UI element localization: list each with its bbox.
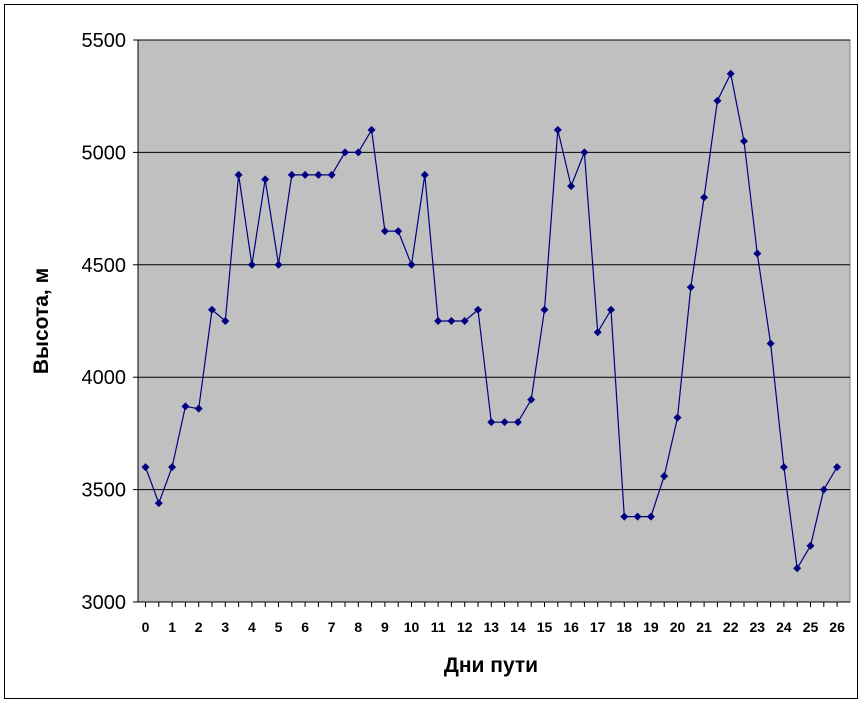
y-tick-label: 5000 [82, 142, 127, 164]
data-point-marker [673, 413, 682, 422]
data-point-marker [793, 564, 802, 573]
data-point-marker [247, 260, 256, 269]
axes [133, 39, 850, 607]
data-point-marker [434, 317, 443, 325]
data-point-marker [420, 170, 429, 179]
data-point-marker [141, 463, 150, 472]
data-point-marker [314, 170, 323, 179]
x-tick-label: 19 [643, 619, 659, 635]
data-point-marker [819, 485, 828, 494]
x-tick-label: 15 [537, 619, 553, 635]
data-point-marker [194, 404, 203, 413]
data-point-marker [407, 260, 416, 269]
data-point-marker [208, 305, 216, 314]
data-point-marker [513, 418, 522, 427]
data-point-marker [327, 170, 336, 179]
data-point-marker [806, 541, 815, 550]
data-point-marker [234, 170, 243, 179]
x-tick-label: 7 [328, 619, 336, 635]
data-point-marker [367, 125, 376, 134]
x-tick-label: 17 [590, 619, 606, 635]
x-tick-label: 24 [776, 619, 792, 635]
data-point-marker [633, 512, 642, 521]
x-tick-label: 23 [750, 619, 766, 635]
data-point-marker [394, 227, 403, 236]
x-tick-label: 12 [457, 619, 473, 635]
data-point-marker [567, 182, 576, 191]
x-axis-label: Дни пути [444, 654, 538, 677]
x-tick-label: 2 [195, 619, 203, 635]
x-tick-label: 0 [142, 619, 150, 635]
x-tick-label: 21 [696, 619, 712, 635]
y-tick-label: 4000 [82, 367, 127, 389]
x-tick-label: 9 [381, 619, 389, 635]
data-point-marker [686, 283, 695, 292]
data-point-marker [500, 418, 509, 427]
x-tick-label: 5 [275, 619, 283, 635]
data-point-marker [261, 175, 270, 184]
data-point-marker [447, 317, 456, 325]
y-tick-label: 3000 [82, 592, 127, 614]
data-point-marker [620, 512, 629, 521]
data-point-marker [766, 339, 775, 348]
x-tick-label: 20 [670, 619, 686, 635]
data-point-marker [833, 463, 842, 472]
data-point-marker [380, 227, 389, 236]
data-series [141, 69, 842, 573]
x-tick-label: 8 [354, 619, 362, 635]
x-tick-label: 6 [301, 619, 309, 635]
y-tick-label: 5500 [82, 30, 127, 52]
data-point-marker [301, 170, 310, 179]
data-point-marker [460, 317, 469, 325]
data-point-marker [341, 148, 349, 157]
x-tick-label: 16 [563, 619, 579, 635]
y-axis-label: Высота, м [30, 268, 53, 374]
data-point-marker [540, 305, 549, 314]
data-point-marker [700, 193, 709, 202]
data-point-marker [527, 395, 536, 404]
y-tick-label: 4500 [82, 255, 127, 277]
x-tick-labels: 0 1 2 3 4 5 6 7 8 9 10 11 12 13 14 15 16 17 18 19 20 21 22 23 24… [142, 619, 845, 635]
data-point-marker [607, 305, 615, 314]
data-point-marker [713, 96, 722, 105]
x-tick-label: 18 [617, 619, 633, 635]
x-tick-label: 10 [404, 619, 420, 635]
y-tick-label: 3500 [82, 480, 127, 502]
data-point-marker [753, 249, 762, 258]
x-tick-label: 14 [510, 619, 526, 635]
x-tick-label: 22 [723, 619, 739, 635]
data-point-marker [646, 512, 655, 521]
data-point-marker [274, 260, 283, 269]
x-tick-label: 13 [484, 619, 500, 635]
x-tick-label: 4 [248, 619, 256, 635]
data-point-marker [354, 148, 363, 157]
data-point-marker [168, 463, 177, 472]
data-point-marker [593, 328, 602, 337]
data-point-marker [221, 317, 230, 325]
x-tick-label: 11 [431, 619, 446, 635]
data-point-marker [660, 472, 669, 481]
x-tick-label: 25 [803, 619, 819, 635]
data-point-marker [726, 69, 735, 78]
data-point-marker [287, 170, 296, 179]
data-point-marker [154, 499, 163, 508]
data-point-marker [740, 137, 748, 146]
data-point-marker [181, 402, 190, 411]
x-tick-label: 3 [221, 619, 229, 635]
y-tick-labels: 3000 3500 4000 4500 5000 5500 [82, 30, 127, 614]
data-point-marker [487, 418, 496, 427]
x-tick-label: 26 [829, 619, 845, 635]
plot-area [137, 39, 851, 603]
data-point-marker [580, 148, 589, 157]
data-point-marker [553, 125, 562, 134]
x-tick-label: 1 [168, 619, 176, 635]
data-point-marker [779, 463, 788, 472]
data-point-marker [474, 305, 482, 314]
